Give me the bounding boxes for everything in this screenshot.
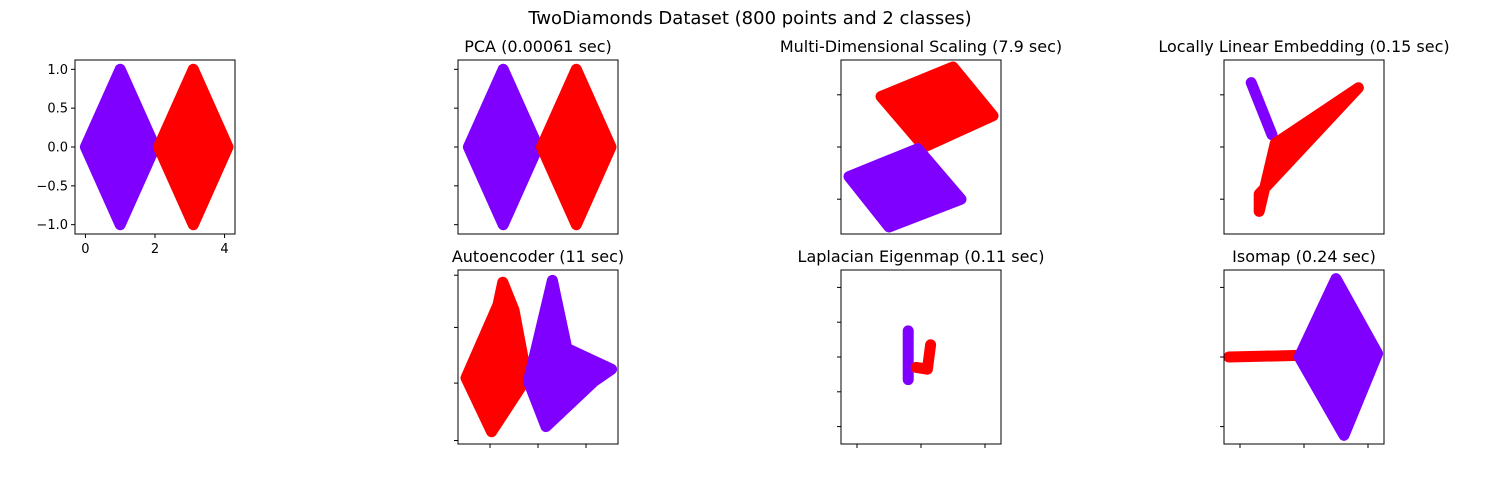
- plot-area-lle: [1245, 77, 1364, 217]
- plot-area-laplacian: [902, 325, 937, 386]
- x-tick-label-original-1: 2: [151, 242, 159, 257]
- subplot-mds: Multi-Dimensional Scaling (7.9 sec): [780, 37, 1062, 235]
- scatter-cluster-mds-0: [875, 61, 999, 153]
- scatter-cluster-mds-1: [843, 143, 967, 233]
- subplot-autoencoder: Autoencoder (11 sec): [452, 247, 624, 448]
- scatter-cluster-pca-1: [536, 63, 617, 231]
- plot-area-isomap: [1223, 273, 1384, 441]
- scatter-cluster-original-0: [79, 63, 161, 231]
- subplot-title-lle: Locally Linear Embedding (0.15 sec): [1158, 37, 1449, 56]
- subplot-isomap: Isomap (0.24 sec): [1220, 247, 1385, 448]
- y-tick-label-original-1: −0.5: [36, 179, 68, 194]
- scatter-cluster-lle-1: [1253, 82, 1364, 217]
- x-tick-label-original-0: 0: [81, 242, 89, 257]
- scatter-cluster-autoencoder-1: [522, 274, 618, 433]
- y-tick-label-original-2: 0.0: [47, 141, 68, 156]
- subplot-title-mds: Multi-Dimensional Scaling (7.9 sec): [780, 37, 1062, 56]
- subplot-title-autoencoder: Autoencoder (11 sec): [452, 247, 624, 266]
- subplot-title-pca: PCA (0.00061 sec): [464, 37, 612, 56]
- axes-frame-laplacian: [840, 269, 1002, 445]
- figure-suptitle: TwoDiamonds Dataset (800 points and 2 cl…: [527, 8, 971, 29]
- x-tick-label-original-2: 4: [220, 242, 228, 257]
- scatter-cluster-isomap-1: [1293, 273, 1384, 441]
- subplot-original: 0 2 4 −1.0 −0.5 0.0 0.5 1.0: [36, 59, 236, 257]
- scatter-cluster-laplacian-1: [910, 339, 937, 375]
- scatter-cluster-autoencoder-0: [460, 276, 533, 438]
- subplot-laplacian: Laplacian Eigenmap (0.11 sec): [798, 247, 1045, 448]
- plot-area-original: [79, 63, 234, 231]
- plot-area-autoencoder: [460, 274, 618, 438]
- plot-area-mds: [843, 61, 999, 233]
- y-tick-label-original-4: 1.0: [47, 63, 68, 78]
- scatter-cluster-isomap-0: [1223, 349, 1310, 363]
- scatter-cluster-original-1: [153, 63, 234, 231]
- plot-area-pca: [462, 63, 617, 231]
- subplot-lle: Locally Linear Embedding (0.15 sec): [1158, 37, 1450, 235]
- subplot-pca: PCA (0.00061 sec): [454, 37, 619, 235]
- scatter-cluster-lle-0: [1245, 77, 1278, 141]
- y-tick-label-original-0: −1.0: [36, 218, 68, 233]
- scatter-cluster-pca-0: [462, 63, 544, 231]
- subplot-title-laplacian: Laplacian Eigenmap (0.11 sec): [798, 247, 1045, 266]
- y-tick-label-original-3: 0.5: [47, 102, 68, 117]
- subplot-title-isomap: Isomap (0.24 sec): [1232, 247, 1376, 266]
